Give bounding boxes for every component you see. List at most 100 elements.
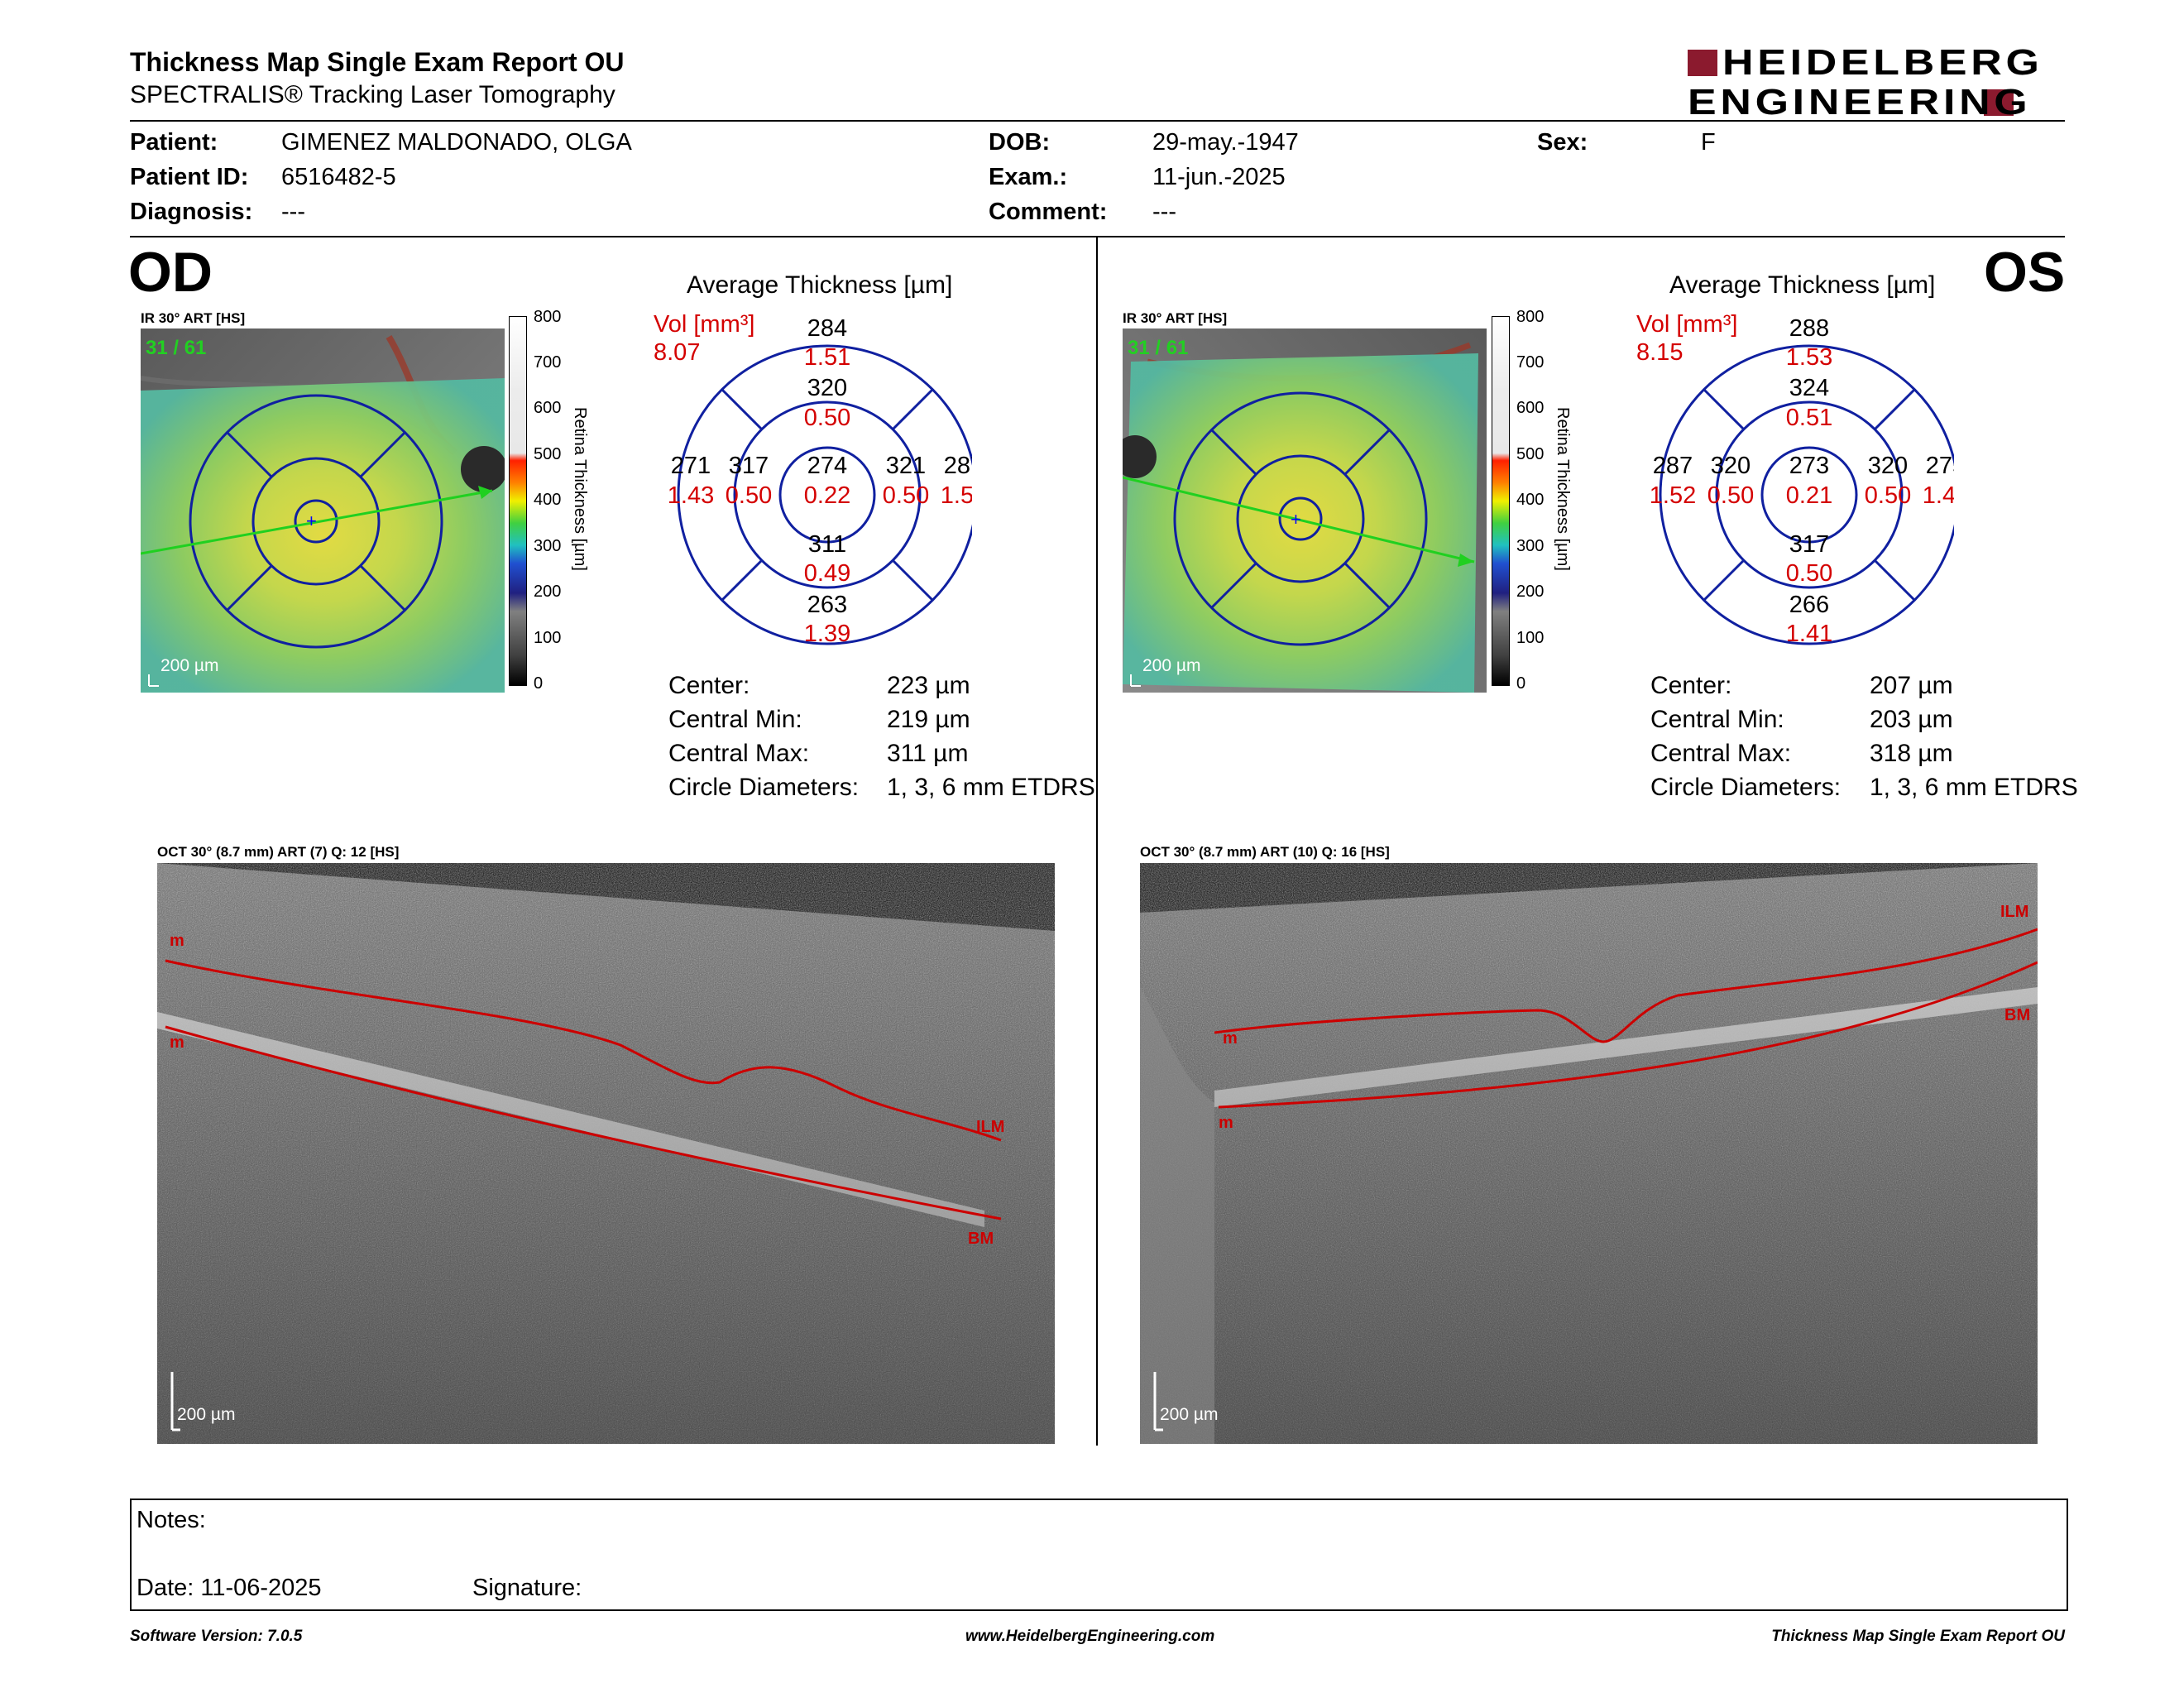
svg-text:+: + bbox=[306, 511, 317, 531]
od-inner-inf-thickness: 311 bbox=[808, 531, 846, 558]
scale-tick-500: 500 bbox=[1516, 445, 1545, 463]
os-oct-scalebar: 200 µm bbox=[1160, 1405, 1219, 1424]
os-outer-left-thickness: 287 bbox=[1653, 453, 1693, 479]
os-outer-inf-thickness: 266 bbox=[1789, 592, 1829, 618]
diagnosis-value: --- bbox=[281, 199, 305, 225]
os-outer-sup-thickness: 288 bbox=[1789, 315, 1829, 342]
patient-value: GIMENEZ MALDONADO, OLGA bbox=[281, 129, 632, 156]
os-etdrs-grid: 288 1.53 324 0.51 273 0.21 320 0.50 320 … bbox=[1650, 315, 1954, 647]
od-central-max-label: Central Max: bbox=[668, 740, 810, 767]
os-inner-right-thickness: 320 bbox=[1868, 453, 1908, 479]
od-avg-thickness-title: Average Thickness [µm] bbox=[687, 271, 953, 299]
logo-line-2: ENGINEERING bbox=[1688, 82, 2032, 122]
eye-divider bbox=[1096, 237, 1098, 1446]
notes-label: Notes: bbox=[136, 1507, 206, 1533]
heidelberg-logo: HEIDELBERG ENGINEERING bbox=[1688, 45, 2068, 124]
os-oct-label: OCT 30° (8.7 mm) ART (10) Q: 16 [HS] bbox=[1140, 844, 1390, 860]
eye-label-os: OS bbox=[1984, 241, 2066, 304]
exam-label: Exam.: bbox=[989, 164, 1068, 190]
os-outer-right-volume: 1.46 bbox=[1923, 482, 1954, 509]
od-outer-inf-thickness: 263 bbox=[807, 592, 847, 618]
od-center-thickness: 274 bbox=[807, 453, 847, 479]
signature-label: Signature: bbox=[472, 1575, 582, 1601]
os-center-volume: 0.21 bbox=[1786, 482, 1832, 509]
scale-tick-200: 200 bbox=[534, 583, 562, 601]
os-ir-label: IR 30° ART [HS] bbox=[1123, 310, 1228, 326]
os-circle-diameters-value: 1, 3, 6 mm ETDRS bbox=[1870, 774, 2078, 801]
scale-tick-700: 700 bbox=[1516, 353, 1545, 372]
scale-tick-400: 400 bbox=[534, 491, 562, 509]
os-inner-inf-thickness: 317 bbox=[1789, 531, 1829, 558]
od-central-min-label: Central Min: bbox=[668, 706, 802, 733]
svg-text:+: + bbox=[1291, 509, 1301, 530]
od-circle-diameters-label: Circle Diameters: bbox=[668, 774, 860, 801]
logo-square-icon bbox=[1688, 50, 1717, 76]
od-inner-sup-thickness: 320 bbox=[807, 375, 847, 401]
od-inner-inf-volume: 0.49 bbox=[804, 560, 850, 587]
od-ilm-label: ILM bbox=[976, 1118, 1004, 1136]
od-ir-label: IR 30° ART [HS] bbox=[141, 310, 246, 326]
notes-box[interactable]: Notes: Date: 11-06-2025 Signature: bbox=[130, 1499, 2068, 1611]
sex-label: Sex: bbox=[1537, 129, 1588, 156]
od-outer-right-thickness: 287 bbox=[944, 453, 972, 479]
footer-report-name: Thickness Map Single Exam Report OU bbox=[1771, 1628, 2065, 1645]
scale-tick-500: 500 bbox=[534, 445, 562, 463]
dob-label: DOB: bbox=[989, 129, 1051, 156]
scale-tick-800: 800 bbox=[1516, 308, 1545, 326]
scale-tick-600: 600 bbox=[534, 399, 562, 417]
os-inner-inf-volume: 0.50 bbox=[1786, 560, 1832, 587]
od-thickness-color-scale bbox=[509, 316, 527, 686]
od-oct-bscan: m m ILM BM 200 µm bbox=[157, 863, 1055, 1444]
od-outer-inf-volume: 1.39 bbox=[804, 621, 850, 647]
scale-tick-0: 0 bbox=[534, 674, 544, 693]
os-oct-bscan: ILM BM m m 200 µm bbox=[1140, 863, 2038, 1444]
scale-tick-300: 300 bbox=[1516, 537, 1545, 555]
scale-tick-300: 300 bbox=[534, 537, 562, 555]
logo-square-icon bbox=[1984, 89, 2014, 116]
patient-id-label: Patient ID: bbox=[130, 164, 249, 190]
scale-tick-200: 200 bbox=[1516, 583, 1545, 601]
footer-software-version: Software Version: 7.0.5 bbox=[130, 1628, 303, 1645]
od-central-min-value: 219 µm bbox=[887, 706, 970, 733]
od-etdrs-grid: 284 1.51 320 0.50 274 0.22 317 0.50 321 … bbox=[668, 315, 972, 647]
os-center-thickness: 273 bbox=[1789, 453, 1829, 479]
eye-label-od: OD bbox=[128, 241, 213, 304]
od-scale-title: Retina Thickness [µm] bbox=[571, 407, 589, 571]
svg-text:m: m bbox=[1223, 1029, 1238, 1048]
logo-line-1: HEIDELBERG bbox=[1722, 42, 2043, 83]
report-subtitle: SPECTRALIS® Tracking Laser Tomography bbox=[130, 81, 615, 108]
svg-text:m: m bbox=[170, 932, 184, 950]
scale-tick-100: 100 bbox=[534, 629, 562, 647]
od-inner-left-volume: 0.50 bbox=[726, 482, 772, 509]
patient-id-value: 6516482-5 bbox=[281, 164, 396, 190]
os-fundus-thickness-map: + 31 / 61 200 µm bbox=[1114, 328, 1487, 693]
report-title: Thickness Map Single Exam Report OU bbox=[130, 47, 625, 77]
os-inner-sup-volume: 0.51 bbox=[1786, 405, 1832, 431]
od-central-max-value: 311 µm bbox=[887, 740, 969, 767]
scale-tick-0: 0 bbox=[1516, 674, 1526, 693]
patient-label: Patient: bbox=[130, 129, 218, 156]
footer-website-link[interactable]: www.HeidelbergEngineering.com bbox=[965, 1628, 1215, 1645]
os-ir-scalebar: 200 µm bbox=[1142, 656, 1201, 675]
os-outer-right-thickness: 275 bbox=[1926, 453, 1954, 479]
od-outer-right-volume: 1.52 bbox=[941, 482, 972, 509]
os-inner-right-volume: 0.50 bbox=[1865, 482, 1911, 509]
svg-text:m: m bbox=[1219, 1114, 1233, 1132]
os-stats-values: 207 µm 203 µm 318 µm 1, 3, 6 mm ETDRS bbox=[1870, 669, 2078, 804]
os-circle-diameters-label: Circle Diameters: bbox=[1650, 774, 1842, 801]
exam-value: 11-jun.-2025 bbox=[1152, 164, 1286, 190]
os-thickness-color-scale bbox=[1492, 316, 1510, 686]
os-outer-inf-volume: 1.41 bbox=[1786, 621, 1832, 647]
os-volume-label: Vol [mm³] 8.15 bbox=[1636, 310, 1737, 367]
os-inner-left-volume: 0.50 bbox=[1707, 482, 1754, 509]
sex-value: F bbox=[1701, 129, 1716, 156]
os-central-max-label: Central Max: bbox=[1650, 740, 1792, 767]
od-vol-total: 8.07 bbox=[654, 339, 701, 366]
od-stats-values: 223 µm 219 µm 311 µm 1, 3, 6 mm ETDRS bbox=[887, 669, 1095, 804]
od-frame-counter: 31 / 61 bbox=[146, 337, 207, 359]
od-oct-scalebar: 200 µm bbox=[177, 1405, 236, 1424]
diagnosis-label: Diagnosis: bbox=[130, 199, 253, 225]
od-inner-right-thickness: 321 bbox=[886, 453, 926, 479]
os-vol-unit: Vol [mm³] bbox=[1636, 311, 1738, 338]
os-bm-label: BM bbox=[2004, 1006, 2030, 1024]
